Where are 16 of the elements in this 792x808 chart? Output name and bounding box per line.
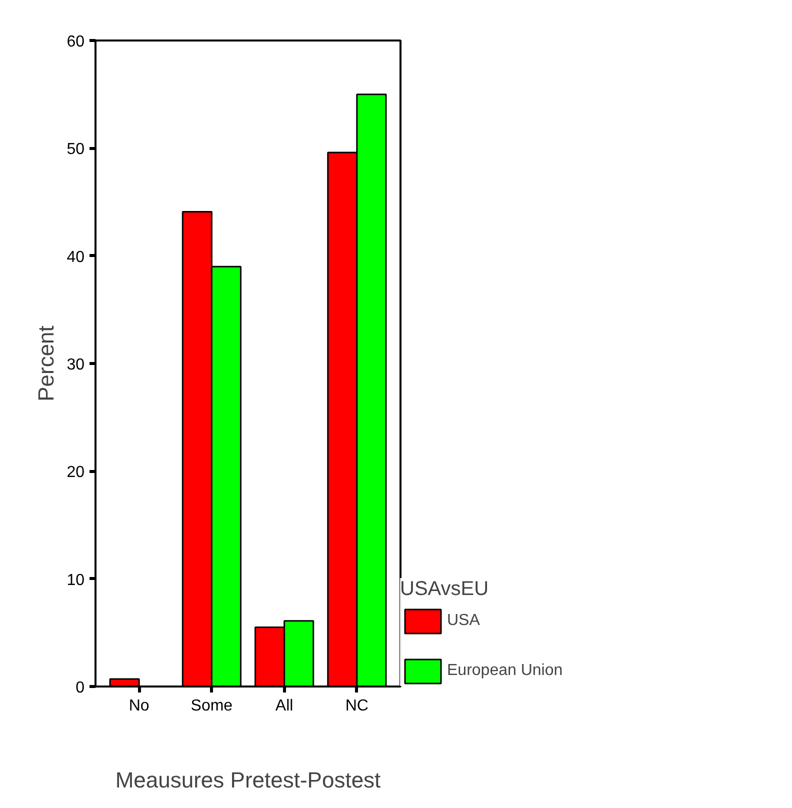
y-tick-label: 50 xyxy=(66,141,85,158)
x-tick-label: No xyxy=(128,698,150,714)
y-tick-label: 0 xyxy=(76,680,85,696)
x-tick-label: All xyxy=(275,698,294,714)
y-tick-label: 30 xyxy=(66,356,85,374)
y-tick-label: 40 xyxy=(66,248,85,266)
y-axis-title: Percent xyxy=(34,326,59,402)
x-tick-label: NC xyxy=(345,698,368,714)
legend-title: USAvsEU xyxy=(400,578,490,601)
y-tick-label: 60 xyxy=(66,34,85,50)
x-axis-title: Meausures Pretest-Postest xyxy=(115,768,381,792)
y-tick-label: 10 xyxy=(66,572,85,589)
legend-label: European Union xyxy=(447,662,563,680)
x-tick-label: Some xyxy=(190,698,233,714)
y-tick-label: 20 xyxy=(66,464,85,482)
legend-label: USA xyxy=(447,612,480,630)
